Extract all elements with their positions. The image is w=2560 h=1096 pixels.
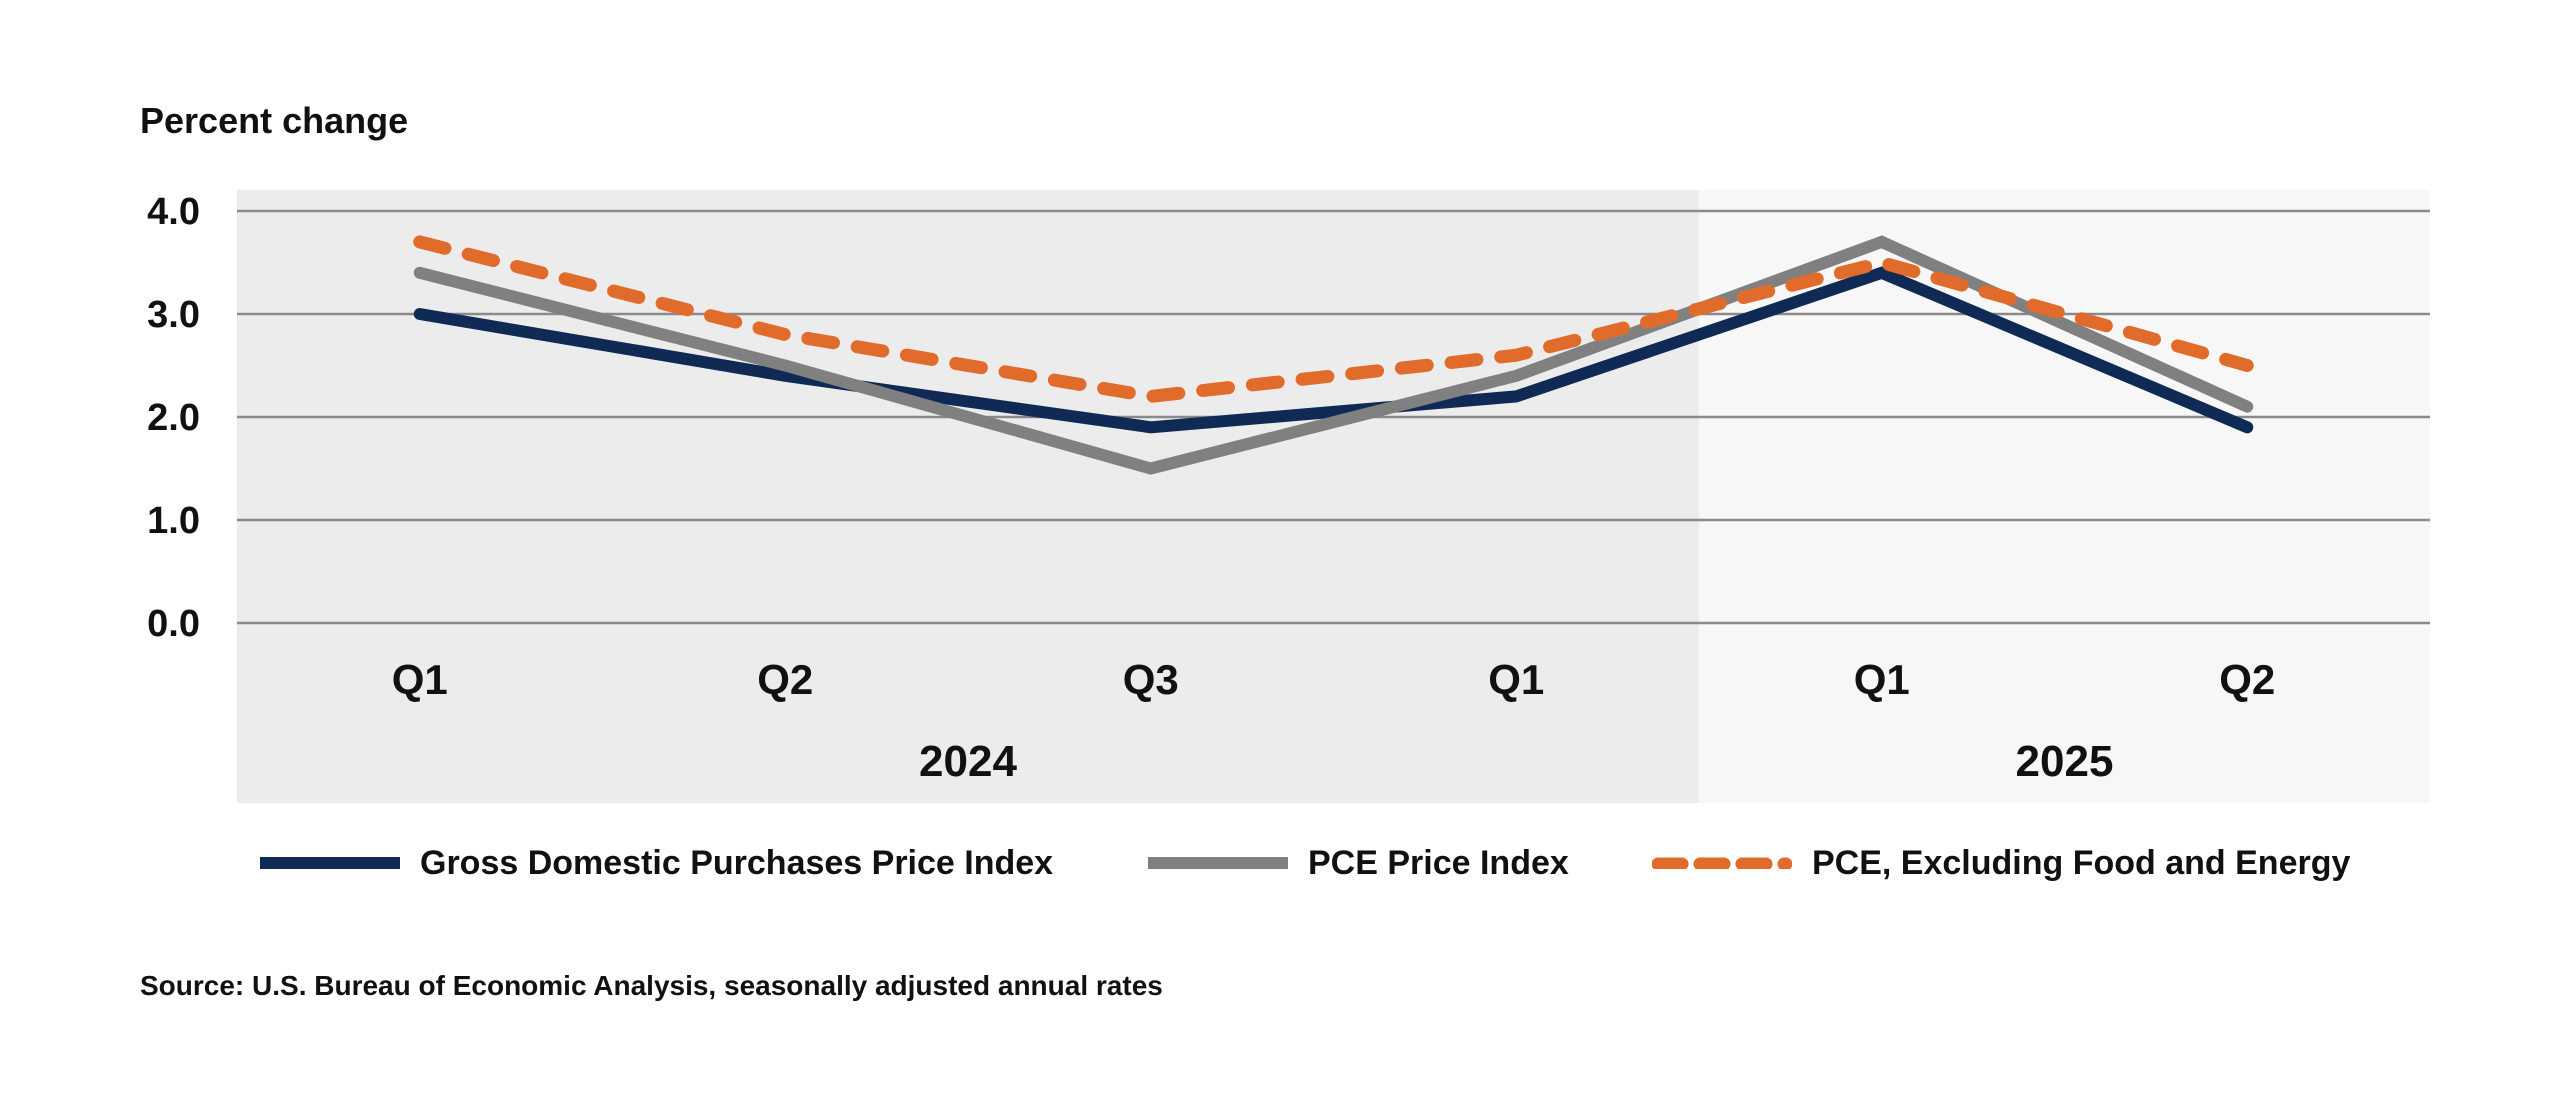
source-note: Source: U.S. Bureau of Economic Analysis… [140, 970, 1163, 1001]
year-label: 2024 [919, 737, 1017, 786]
legend-item-gdp-purchases: Gross Domestic Purchases Price Index [260, 838, 1053, 888]
series-line-0 [413, 266, 2254, 434]
line-chart: 2024 2025 4.0 3.0 2.0 1.0 0.0 Q1 Q2 Q3 Q1 Q1 Q2 [147, 190, 2430, 803]
y-tick-label: 2.0 [147, 397, 200, 439]
x-tick-label: Q1 [392, 656, 448, 703]
y-tick-label: 3.0 [147, 294, 200, 336]
y-tick-label: 4.0 [147, 191, 200, 233]
legend: Gross Domestic Purchases Price Index PCE… [0, 838, 2560, 888]
legend-swatch-gray-line [1148, 857, 1288, 869]
legend-label: PCE Price Index [1308, 843, 1569, 882]
series-line-1 [413, 235, 2254, 475]
y-tick-label: 1.0 [147, 500, 200, 542]
legend-swatch-navy-line [260, 857, 400, 869]
x-tick-label: Q3 [1123, 656, 1179, 703]
x-tick-label: Q1 [1854, 656, 1910, 703]
legend-label: PCE, Excluding Food and Energy [1812, 843, 2351, 882]
year-label: 2025 [2016, 737, 2114, 786]
series-line-2 [413, 235, 2254, 403]
legend-swatch-orange-dashed-line [1652, 857, 1792, 869]
y-axis-title: Percent change [140, 100, 409, 141]
legend-item-pce: PCE Price Index [1148, 838, 1569, 888]
y-tick-label: 0.0 [147, 603, 200, 645]
x-tick-label: Q2 [2219, 656, 2275, 703]
x-tick-label: Q1 [1488, 656, 1544, 703]
legend-label: Gross Domestic Purchases Price Index [420, 843, 1054, 882]
legend-item-pce-core: PCE, Excluding Food and Energy [1652, 838, 2350, 888]
x-tick-label: Q2 [757, 656, 813, 703]
